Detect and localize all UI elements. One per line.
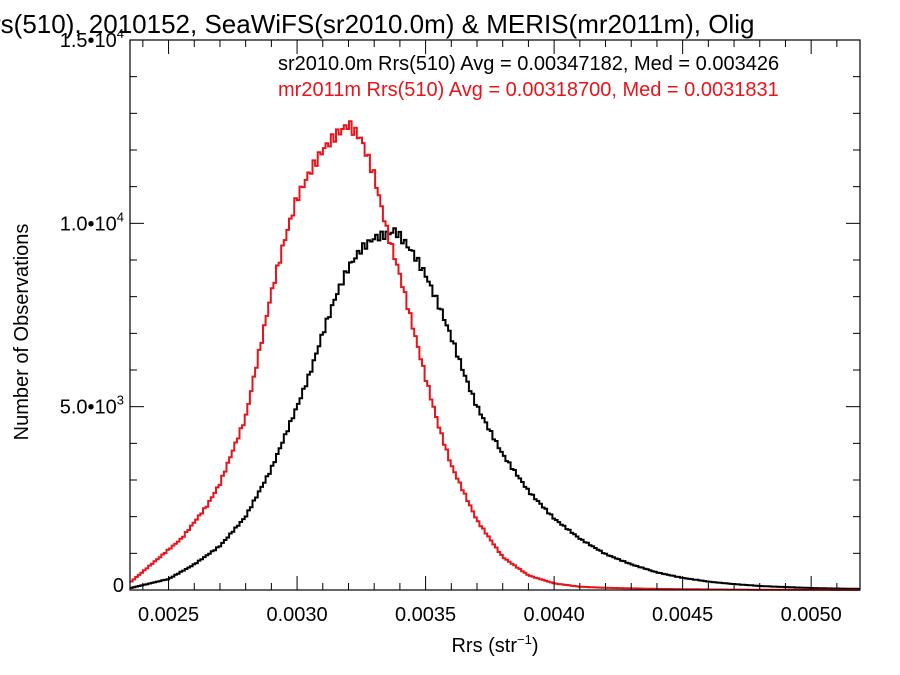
plot-frame	[129, 39, 861, 591]
x-tick-label: 0.0045	[652, 604, 713, 626]
x-tick-label: 0.0030	[266, 604, 327, 626]
x-tick-label: 0.0025	[138, 604, 199, 626]
series-line-1	[130, 120, 860, 591]
annotation-mr2011: mr2011m Rrs(510) Avg = 0.00318700, Med =…	[278, 79, 779, 101]
x-axis-label: Rrs (str−1)	[451, 632, 538, 657]
y-axis: 0 5.0•103 1.0•104 1.5•104	[60, 26, 860, 597]
series-line-0	[130, 227, 860, 590]
y-axis-label: Number of Observations	[11, 224, 33, 441]
x-axis-label-sup: −1	[517, 632, 532, 647]
x-axis: 0.0025 0.0030 0.0035 0.0040 0.0045 0.0050	[138, 40, 842, 626]
y-tick-label: 1.5•104	[60, 26, 124, 52]
y-tick-label: 1.0•104	[60, 209, 124, 235]
x-tick-label: 0.0050	[781, 604, 842, 626]
plot-series	[130, 120, 860, 591]
x-axis-label-text: Rrs (str	[451, 635, 517, 657]
y-tick-label: 0	[113, 575, 124, 597]
x-axis-label-end: )	[532, 635, 539, 657]
y-tick-label: 5.0•103	[60, 393, 124, 419]
x-tick-label: 0.0040	[524, 604, 585, 626]
x-tick-label: 0.0035	[395, 604, 456, 626]
chart-title: rs(510), 2010152, SeaWiFS(sr2010.0m) & M…	[0, 9, 754, 39]
annotation-sr2010: sr2010.0m Rrs(510) Avg = 0.00347182, Med…	[278, 53, 779, 75]
